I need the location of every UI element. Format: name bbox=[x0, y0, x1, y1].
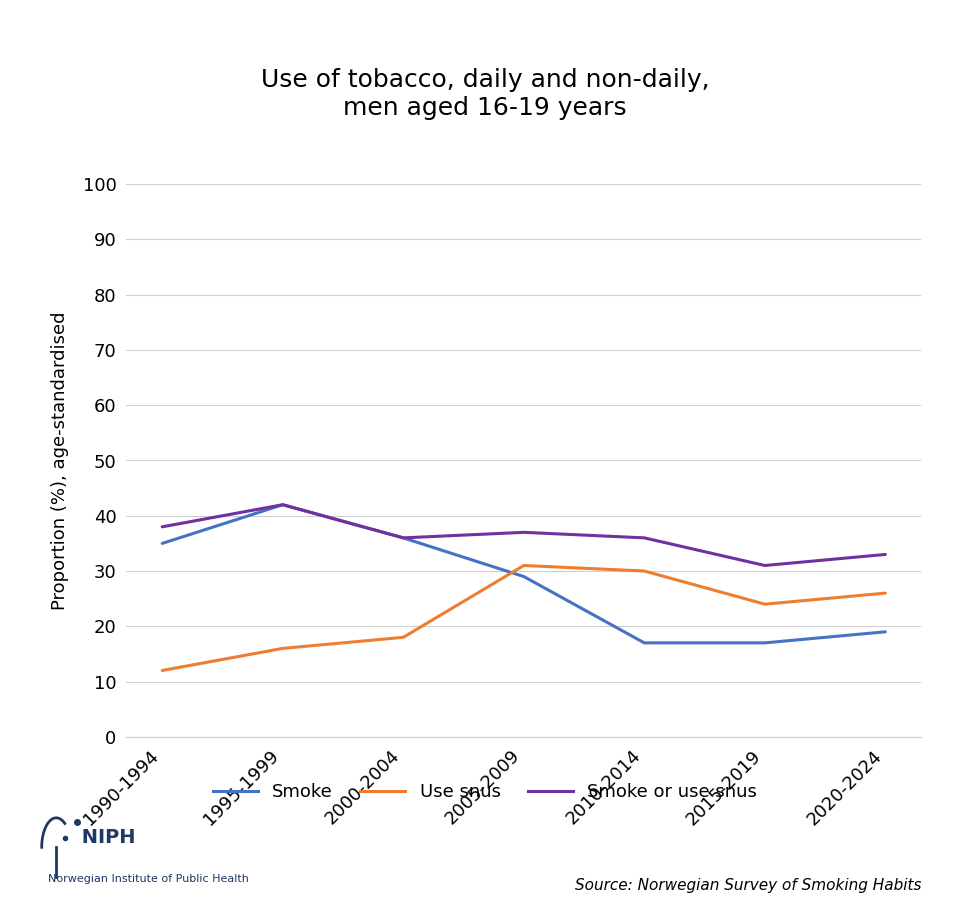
Smoke or use snus bbox=[397, 532, 409, 543]
Smoke or use snus bbox=[277, 499, 289, 510]
Smoke or use snus bbox=[638, 532, 649, 543]
Smoke bbox=[156, 538, 168, 549]
Smoke bbox=[758, 637, 769, 648]
Use snus bbox=[156, 665, 168, 676]
Text: NIPH: NIPH bbox=[48, 828, 136, 847]
Legend: Smoke, Use snus, Smoke or use snus: Smoke, Use snus, Smoke or use snus bbox=[212, 784, 757, 801]
Smoke or use snus bbox=[758, 560, 769, 571]
Y-axis label: Proportion (%), age-standardised: Proportion (%), age-standardised bbox=[50, 311, 69, 610]
Use snus bbox=[397, 632, 409, 643]
Smoke bbox=[638, 637, 649, 648]
Use snus bbox=[638, 565, 649, 577]
Text: Source: Norwegian Survey of Smoking Habits: Source: Norwegian Survey of Smoking Habi… bbox=[575, 879, 921, 893]
Text: Norwegian Institute of Public Health: Norwegian Institute of Public Health bbox=[48, 874, 249, 884]
Smoke bbox=[397, 532, 409, 543]
Use snus bbox=[879, 588, 891, 599]
Use snus bbox=[758, 599, 769, 610]
Smoke bbox=[277, 499, 289, 510]
Use snus bbox=[517, 560, 529, 571]
Smoke or use snus bbox=[879, 549, 891, 560]
Smoke or use snus bbox=[156, 521, 168, 532]
Smoke bbox=[517, 571, 529, 582]
Smoke or use snus bbox=[517, 527, 529, 538]
Smoke bbox=[879, 626, 891, 637]
Line: Smoke or use snus: Smoke or use snus bbox=[162, 505, 885, 565]
Text: Use of tobacco, daily and non-daily,
men aged 16-19 years: Use of tobacco, daily and non-daily, men… bbox=[261, 68, 708, 120]
Use snus bbox=[277, 643, 289, 654]
Line: Use snus: Use snus bbox=[162, 565, 885, 670]
Line: Smoke: Smoke bbox=[162, 505, 885, 643]
